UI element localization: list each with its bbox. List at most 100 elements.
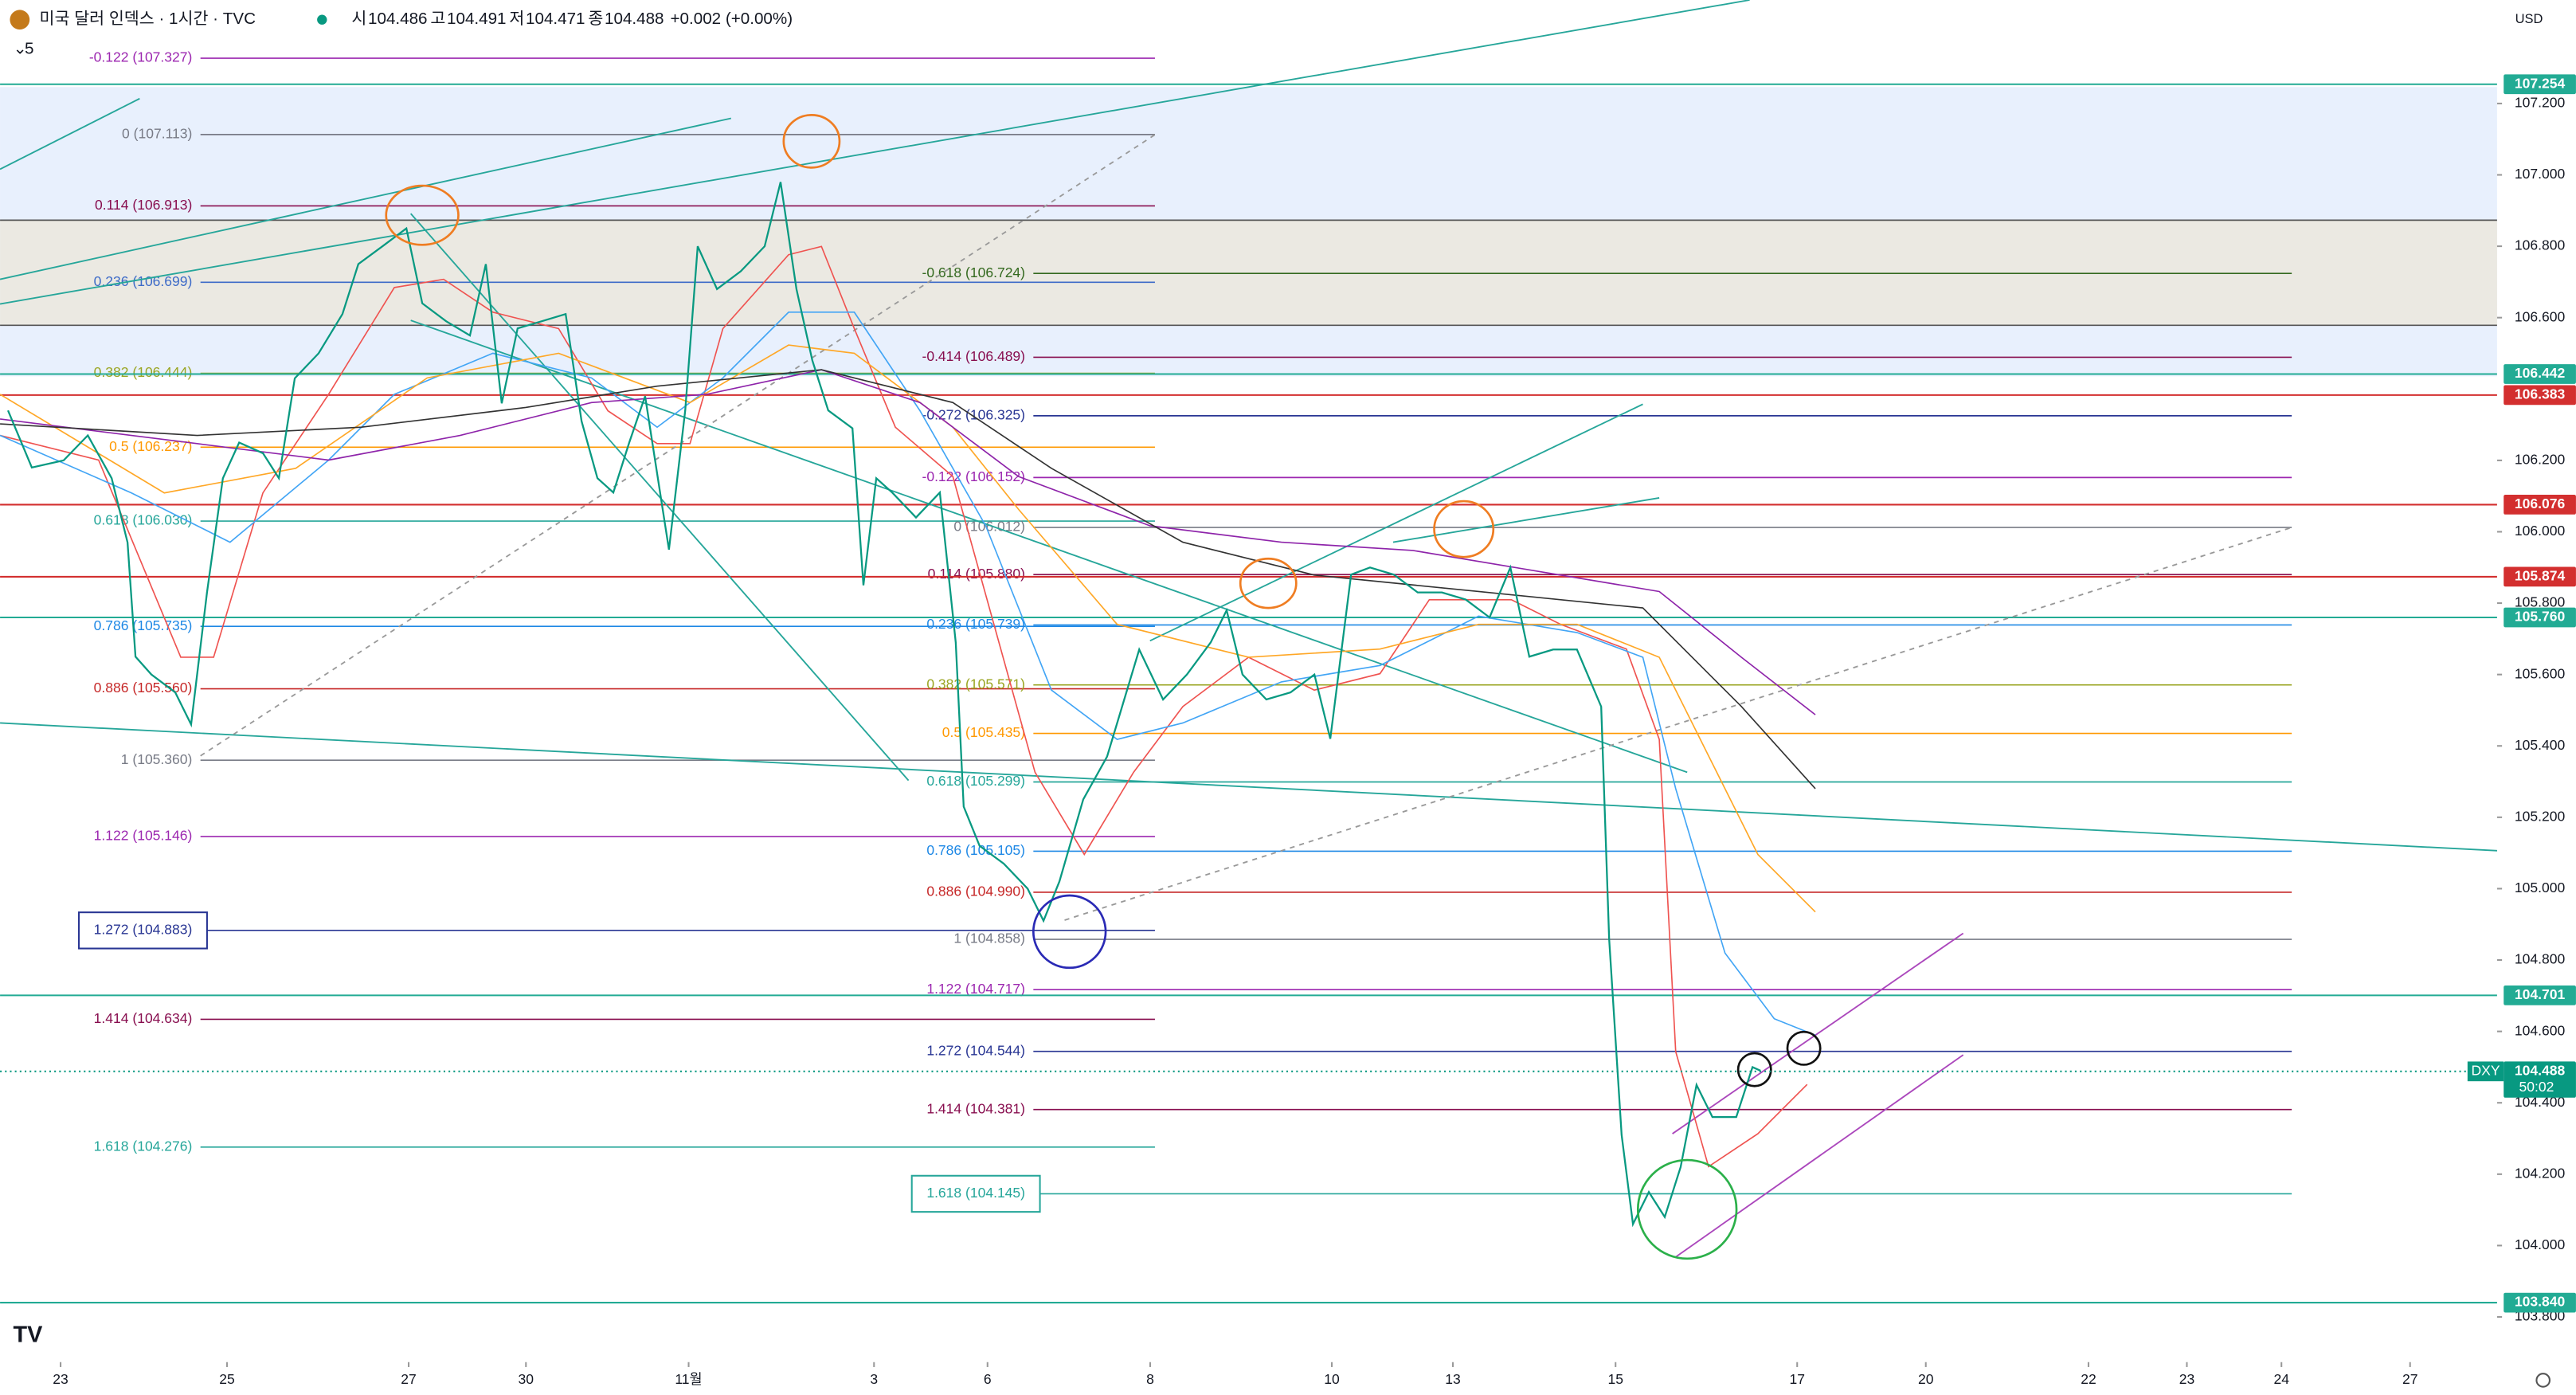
status-dot: [317, 14, 327, 25]
price-line-series: [6, 182, 1761, 1228]
y-tick-label: 104.800: [2515, 951, 2566, 967]
fib-label: 1.122 (105.146): [94, 828, 193, 844]
circle: [1736, 1052, 1772, 1087]
circle: [385, 184, 460, 246]
trend-line: [409, 213, 910, 782]
fib-label: 0.382 (105.571): [926, 676, 1025, 692]
ohlc-key: 시: [351, 10, 366, 28]
fib-label: 0.618 (106.030): [94, 512, 193, 528]
price-axis: [2496, 0, 2576, 1395]
series: [6, 182, 1761, 1228]
moving-average: [0, 312, 1816, 1036]
x-tick-label: 22: [2081, 1371, 2096, 1387]
x-tick-label: 27: [401, 1371, 416, 1387]
x-tick-label: 13: [1445, 1371, 1460, 1387]
header-bg: [0, 0, 691, 33]
logo: TV: [14, 1322, 44, 1347]
x-tick-label: 23: [2179, 1371, 2194, 1387]
fib-label: -0.414 (106.489): [922, 348, 1025, 364]
x-tick-label: 15: [1607, 1371, 1623, 1387]
y-tick-label: 106.000: [2515, 523, 2566, 539]
fib-label: 1 (104.858): [953, 931, 1025, 946]
indicator-count: 5: [25, 39, 33, 57]
price-tag-label: 105.874: [2515, 568, 2566, 584]
x-tick-label: 25: [219, 1371, 234, 1387]
y-tick-label: 107.000: [2515, 166, 2566, 182]
fib-label: 1.618 (104.276): [94, 1138, 193, 1154]
countdown: 50:02: [2519, 1079, 2554, 1095]
price-tag: [2504, 364, 2576, 384]
symbol-label: DXY: [2472, 1062, 2500, 1078]
price-tag-label: 104.701: [2515, 986, 2566, 1002]
fib-label: 0.236 (105.739): [926, 616, 1025, 632]
circle: [1786, 1030, 1822, 1066]
fib-label: 0 (107.113): [122, 126, 192, 142]
ohlc: 시 104.486 고 104.491 저 104.471 종 104.488 +0.002 (…: [351, 10, 793, 28]
price-tag-label: 103.840: [2515, 1294, 2566, 1310]
x-tick-label: 8: [1146, 1371, 1154, 1387]
settings-icon: [2535, 1373, 2551, 1388]
circle: [1032, 894, 1107, 970]
annotations: [385, 114, 1822, 1260]
trend-line: [0, 0, 1750, 305]
price-tag-label: 106.076: [2515, 496, 2566, 511]
circle: [1636, 1158, 1738, 1260]
symbol-icon: [10, 10, 30, 30]
levels: -0.122 (107.327) 0 (107.113) 0.114 (106.91…: [0, 49, 2497, 1304]
fib-label: -0.272 (106.325): [922, 407, 1025, 423]
fib-label: 0.786 (105.105): [926, 842, 1025, 858]
price-tag-label: 107.254: [2515, 75, 2566, 91]
y-tick-label: 105.800: [2515, 594, 2566, 610]
fib-label: 0.5 (106.237): [109, 438, 192, 454]
y-tick-label: 105.400: [2515, 737, 2566, 753]
fib-label: 0.886 (105.560): [94, 680, 193, 696]
channel-line: [1675, 1054, 1964, 1258]
ohlc-key: 고: [430, 10, 445, 28]
symbol-tag: [2467, 1061, 2504, 1082]
title: 미국 달러 인덱스 · 1시간 · TVC: [40, 10, 256, 28]
ohlc-value: 104.488: [605, 10, 664, 28]
channel-line: [1672, 932, 1964, 1134]
fib-label: -0.618 (106.724): [922, 265, 1025, 280]
fib-label: 1.272 (104.883): [94, 921, 193, 937]
label-box: [910, 1174, 1041, 1213]
moving-average: [0, 245, 1808, 1168]
last-price-tag: [2504, 1061, 2576, 1098]
x-tick-label: 3: [870, 1371, 878, 1387]
ohlc-key: 종: [588, 10, 603, 28]
last-price-label: 104.488: [2515, 1062, 2566, 1078]
ohlc-value: 104.471: [526, 10, 585, 28]
trend-line: [0, 97, 140, 170]
x-tick-label: 23: [53, 1371, 68, 1387]
price-tag: [2504, 566, 2576, 587]
price-tag-label: 106.442: [2515, 365, 2566, 381]
y-tick-label: 105.600: [2515, 665, 2566, 681]
currency: USD: [2515, 12, 2543, 26]
y-tick-label: 105.200: [2515, 808, 2566, 824]
x-tick-label: 6: [984, 1371, 992, 1387]
fib-label: -0.122 (106.152): [922, 468, 1025, 484]
fib-label: 1.414 (104.634): [94, 1010, 193, 1026]
y-tick-label: 106.200: [2515, 452, 2566, 468]
circle: [1239, 557, 1298, 609]
fib-label: 0.5 (105.435): [942, 724, 1025, 740]
ohlc-value: 104.486: [368, 10, 428, 28]
price-tag: [2504, 986, 2576, 1005]
y-tick-label: 104.600: [2515, 1022, 2566, 1038]
price-tag: [2504, 385, 2576, 406]
label-box: [78, 911, 208, 950]
fib-label: 1.122 (104.717): [926, 981, 1025, 997]
moving-average: [0, 369, 1816, 715]
x-tick-label: 10: [1324, 1371, 1340, 1387]
y-tick-label: 106.600: [2515, 308, 2566, 324]
y-tick-label: 107.200: [2515, 95, 2566, 111]
dashed-line: [1064, 527, 2292, 921]
moving-average: [0, 344, 1816, 913]
price-tag: [2504, 607, 2576, 628]
ohlc-key: 저: [509, 10, 524, 28]
moving-average: [0, 369, 1816, 790]
drawings: [0, 0, 2506, 1258]
x-tick-label: 27: [2402, 1371, 2417, 1387]
x-tick-label: 17: [1789, 1371, 1804, 1387]
fib-label: -0.122 (107.327): [89, 49, 193, 65]
